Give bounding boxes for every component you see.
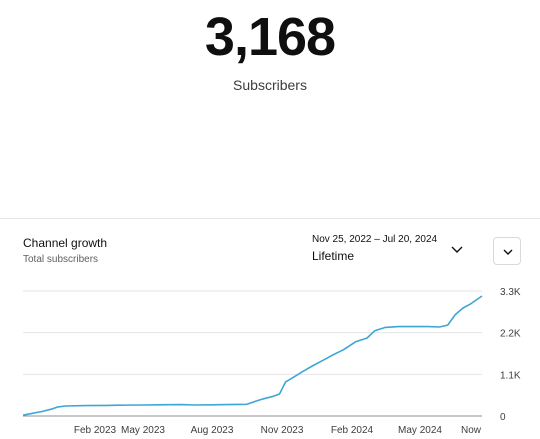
y-tick-label: 1.1K bbox=[500, 370, 521, 381]
x-tick-label: Feb 2023 bbox=[74, 425, 117, 436]
subscriber-growth-chart: 0 1.1K 2.2K 3.3K Feb 2023 May 2023 Aug 2023 Nov… bbox=[22, 287, 521, 436]
chevron-down-icon bbox=[503, 249, 513, 255]
subscriber-label: Subscribers bbox=[233, 77, 307, 93]
date-range-picker[interactable]: Nov 25, 2022 – Jul 20, 2024 Lifetime bbox=[310, 232, 470, 268]
subscriber-count: 3,168 bbox=[204, 7, 336, 67]
y-tick-label: 3.3K bbox=[500, 287, 521, 298]
x-tick-label: May 2024 bbox=[398, 425, 442, 436]
x-tick-label: Nov 2023 bbox=[261, 425, 304, 436]
y-tick-label: 2.2K bbox=[500, 329, 521, 340]
card-subtitle: Total subscribers bbox=[23, 254, 99, 265]
x-tick-label: Aug 2023 bbox=[191, 425, 234, 436]
date-range-text: Nov 25, 2022 – Jul 20, 2024 bbox=[312, 234, 438, 245]
x-tick-label: May 2023 bbox=[121, 425, 165, 436]
x-tick-label: Now bbox=[461, 425, 482, 436]
subscriber-series-line bbox=[22, 295, 483, 416]
section-divider bbox=[0, 218, 540, 219]
date-range-label: Lifetime bbox=[312, 249, 355, 263]
card-title: Channel growth bbox=[23, 236, 108, 250]
subscriber-summary: 3,168 Subscribers bbox=[0, 0, 540, 210]
chevron-down-icon bbox=[451, 246, 463, 253]
x-tick-label: Feb 2024 bbox=[331, 425, 374, 436]
y-tick-label: 0 bbox=[500, 412, 506, 423]
chart-menu-button[interactable] bbox=[493, 237, 521, 265]
